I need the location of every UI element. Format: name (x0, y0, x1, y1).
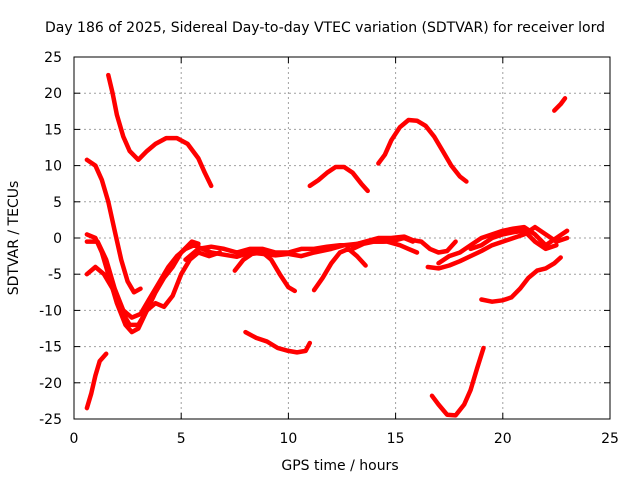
chart-title: Day 186 of 2025, Sidereal Day-to-day VTE… (45, 20, 605, 36)
axis-ticks: 0 5 10 15 20 25 25 20 15 10 5 0 -5 -10 -15 -20 -25 (39, 50, 619, 447)
x-tick-label: 5 (177, 431, 186, 447)
y-tick-label: 0 (53, 231, 62, 247)
series-line-s3 (84, 157, 143, 295)
y-axis-label: SDTVAR / TECUs (6, 181, 22, 296)
series-line-s13 (376, 117, 469, 184)
y-tick-label: 10 (44, 159, 62, 175)
y-tick-label: -25 (39, 412, 62, 428)
series-line-s7 (183, 234, 458, 262)
series-line-s12 (307, 164, 370, 194)
series-line-s11 (243, 329, 313, 355)
series-line-s1 (84, 351, 109, 411)
series-line-s18 (479, 255, 563, 304)
series-line-s10 (350, 239, 420, 255)
x-tick-label: 25 (601, 431, 619, 447)
y-tick-label: 20 (44, 86, 62, 102)
series-line-s2 (106, 72, 214, 189)
series-line-s8 (232, 250, 298, 294)
y-tick-label: -10 (39, 303, 62, 319)
grid-lines (74, 57, 610, 419)
x-tick-label: 15 (387, 431, 405, 447)
series-line-s14 (425, 224, 570, 271)
series-line-s17 (429, 345, 486, 418)
y-tick-label: 5 (53, 195, 62, 211)
x-tick-label: 0 (70, 431, 79, 447)
series-line-s16 (468, 228, 559, 252)
series-group (84, 72, 570, 418)
y-tick-label: 15 (44, 122, 62, 138)
series-line-s15 (436, 224, 570, 266)
x-tick-label: 20 (494, 431, 512, 447)
y-tick-label: -15 (39, 340, 62, 356)
y-tick-label: -20 (39, 376, 62, 392)
y-tick-label: 25 (44, 50, 62, 66)
series-line-s9 (311, 246, 368, 293)
x-tick-label: 10 (279, 431, 297, 447)
series-line-s5 (84, 250, 223, 328)
x-axis-label: GPS time / hours (281, 458, 398, 474)
series-line-s19 (552, 96, 568, 113)
y-tick-label: -5 (48, 267, 62, 283)
